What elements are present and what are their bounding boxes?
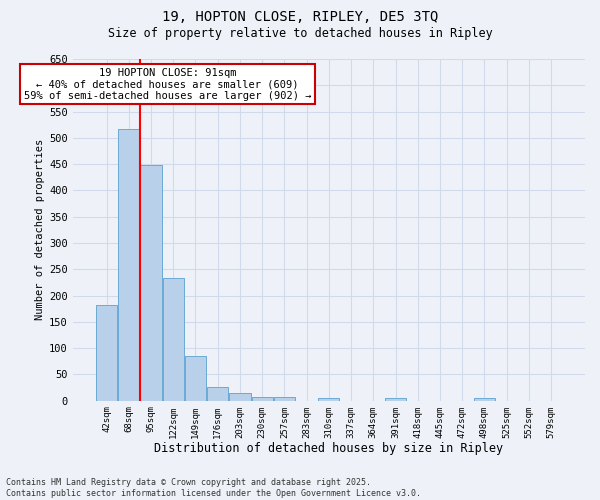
Bar xyxy=(319,398,340,400)
Bar xyxy=(207,386,228,400)
Text: 19 HOPTON CLOSE: 91sqm
← 40% of detached houses are smaller (609)
59% of semi-de: 19 HOPTON CLOSE: 91sqm ← 40% of detached… xyxy=(24,68,311,100)
Bar xyxy=(118,129,139,400)
Bar xyxy=(251,396,273,400)
Text: Size of property relative to detached houses in Ripley: Size of property relative to detached ho… xyxy=(107,28,493,40)
Text: 19, HOPTON CLOSE, RIPLEY, DE5 3TQ: 19, HOPTON CLOSE, RIPLEY, DE5 3TQ xyxy=(162,10,438,24)
Bar xyxy=(274,397,295,400)
Bar xyxy=(140,164,161,400)
Bar xyxy=(385,398,406,400)
Text: Contains HM Land Registry data © Crown copyright and database right 2025.
Contai: Contains HM Land Registry data © Crown c… xyxy=(6,478,421,498)
Bar xyxy=(163,278,184,400)
Bar xyxy=(474,398,495,400)
Y-axis label: Number of detached properties: Number of detached properties xyxy=(35,139,45,320)
Bar xyxy=(96,305,117,400)
Bar xyxy=(185,356,206,401)
X-axis label: Distribution of detached houses by size in Ripley: Distribution of detached houses by size … xyxy=(154,442,503,455)
Bar xyxy=(229,393,251,400)
